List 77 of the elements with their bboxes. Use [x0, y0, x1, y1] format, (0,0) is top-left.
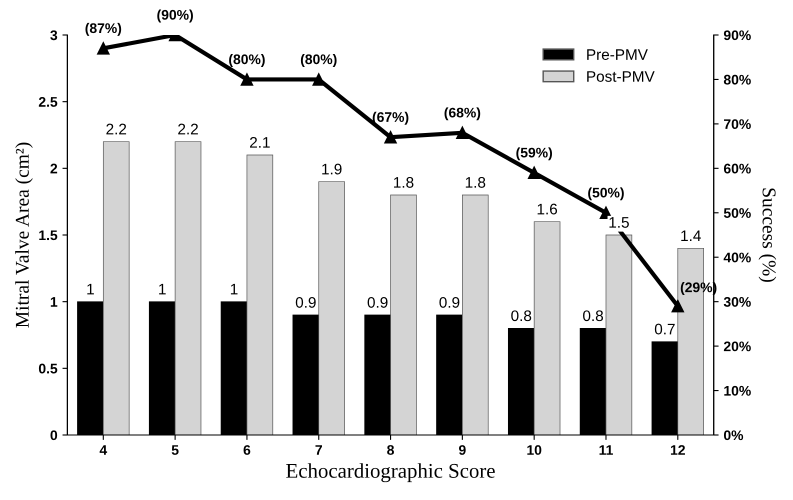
y-tick-label: 0.5: [38, 364, 58, 374]
y2-tick-label: 30%: [724, 297, 751, 307]
data-label: 1.4: [681, 230, 701, 241]
data-label: 0.8: [511, 310, 532, 322]
x-tick-label: 9: [458, 445, 466, 455]
y-tick-label: 2.5: [38, 97, 58, 107]
bar: [436, 314, 463, 435]
data-label: (59%): [516, 147, 552, 160]
y-tick-label: 1: [50, 297, 58, 307]
data-label: 0.8: [583, 310, 604, 322]
legend-label: Pre-PMV: [587, 49, 648, 60]
y2-tick-label: 50%: [724, 208, 751, 218]
x-tick-label: 5: [172, 445, 179, 455]
x-tick-label: 10: [527, 445, 542, 455]
data-label: (90%): [157, 10, 193, 22]
bar: [220, 301, 248, 435]
y2-axis-title: Success (%): [758, 188, 776, 282]
bar: [606, 234, 632, 435]
y-axis-title: Mitral Valve Area (cm²): [15, 142, 33, 328]
data-label: (80%): [229, 54, 265, 67]
data-label: 1.9: [322, 164, 342, 174]
data-label: (68%): [444, 107, 480, 120]
point: [312, 73, 325, 86]
x-tick-label: 4: [100, 445, 108, 455]
y2-tick-label: 70%: [724, 119, 751, 130]
y2-tick-label: 20%: [724, 341, 751, 352]
bar: [364, 314, 391, 435]
data-label: 0.9: [368, 296, 388, 308]
data-label: 2.2: [106, 124, 126, 134]
data-label: 1: [87, 284, 94, 294]
x-tick-label: 6: [244, 445, 250, 455]
data-label: (80%): [300, 54, 337, 67]
y2-tick-label: 10%: [724, 386, 751, 396]
y-tick-label: 3: [50, 30, 58, 40]
y-tick-label: 2: [50, 164, 58, 174]
data-label: 0.9: [296, 296, 316, 308]
bar: [318, 181, 345, 435]
bar: [390, 194, 417, 435]
y2-tick-label: 0%: [724, 430, 744, 440]
x-tick-label: 12: [670, 445, 685, 455]
bar: [534, 221, 560, 435]
bar: [580, 328, 606, 435]
y2-tick-label: 80%: [724, 74, 751, 85]
data-label: (87%): [85, 22, 122, 36]
y2-tick-label: 60%: [724, 164, 751, 174]
data-label: 1: [230, 284, 238, 294]
point: [240, 73, 254, 86]
x-tick-label: 8: [387, 445, 394, 455]
data-label: 1.8: [466, 176, 486, 188]
bar: [462, 194, 489, 435]
x-axis-title: Echocardiographic Score: [286, 463, 495, 482]
data-label: 2.2: [178, 124, 198, 134]
y2-tick-label: 90%: [724, 30, 751, 40]
x-tick-label: 11: [600, 445, 613, 455]
data-label: 1.6: [538, 204, 558, 214]
data-label: 2.1: [250, 136, 270, 148]
point: [528, 166, 540, 180]
y-tick-label: 0: [50, 430, 58, 440]
data-label: (67%): [372, 112, 408, 125]
bar: [174, 141, 202, 435]
point: [456, 126, 469, 140]
data-label: 0.7: [654, 324, 675, 334]
data-label: 0.9: [439, 296, 460, 308]
y-tick-label: 1.5: [39, 230, 58, 240]
point: [672, 300, 684, 312]
bar: [102, 141, 130, 435]
legend-label: Post-PMV: [587, 71, 655, 82]
bar: [246, 154, 274, 435]
data-label: (50%): [588, 187, 624, 200]
data-label: 1.5: [609, 217, 629, 228]
x-tick-label: 7: [315, 445, 322, 455]
point: [384, 130, 397, 144]
point: [97, 42, 110, 55]
y2-tick-label: 40%: [724, 252, 751, 262]
data-label: 1.8: [394, 176, 414, 188]
bar: [77, 301, 104, 435]
data-label: 1: [159, 284, 166, 294]
